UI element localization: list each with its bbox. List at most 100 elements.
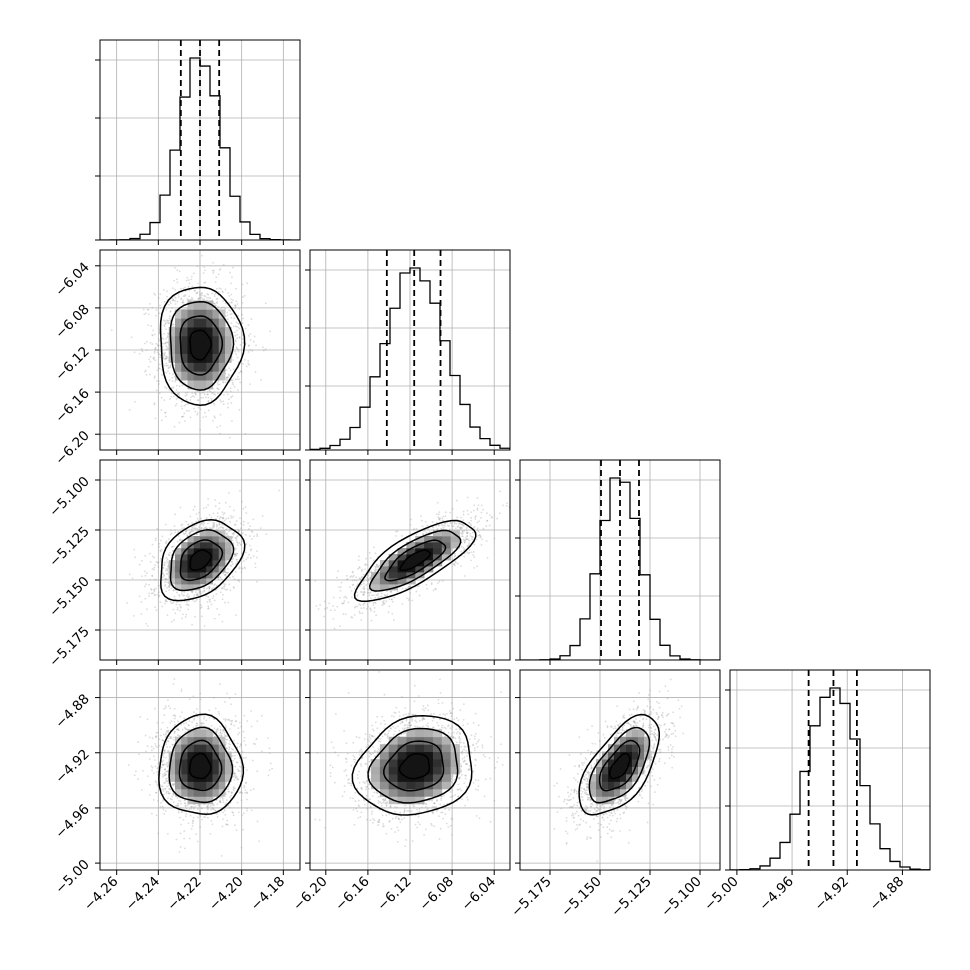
- scatter-point: [235, 761, 238, 764]
- scatter-point: [183, 799, 186, 802]
- scatter-point: [425, 803, 428, 806]
- scatter-point: [191, 285, 194, 288]
- scatter-point: [261, 750, 263, 753]
- scatter-point: [225, 781, 228, 784]
- scatter-point: [164, 358, 167, 361]
- scatter-panel-3-1: [305, 669, 511, 875]
- scatter-point: [421, 519, 423, 522]
- scatter-point: [451, 524, 453, 527]
- scatter-point: [397, 584, 400, 586]
- scatter-point: [333, 609, 336, 612]
- scatter-point: [184, 530, 187, 533]
- scatter-point: [194, 528, 197, 530]
- scatter-point: [241, 792, 244, 794]
- scatter-point: [364, 763, 367, 766]
- scatter-point: [356, 787, 359, 790]
- scatter-point: [225, 534, 228, 536]
- scatter-point: [351, 797, 354, 800]
- scatter-point: [383, 719, 386, 722]
- scatter-point: [478, 817, 481, 820]
- scatter-point: [237, 778, 240, 781]
- density-cell: [200, 759, 207, 767]
- scatter-point: [214, 499, 216, 501]
- scatter-point: [458, 777, 461, 780]
- scatter-point: [240, 567, 243, 570]
- scatter-point: [190, 297, 193, 299]
- scatter-point: [385, 805, 388, 807]
- scatter-point: [238, 335, 241, 338]
- scatter-point: [405, 718, 408, 720]
- scatter-point: [367, 738, 369, 741]
- scatter-point: [180, 690, 183, 693]
- scatter-point: [172, 714, 175, 717]
- scatter-point: [466, 532, 468, 535]
- scatter-point: [181, 523, 184, 526]
- scatter-point: [213, 697, 215, 699]
- scatter-point: [238, 578, 240, 581]
- scatter-point: [383, 693, 386, 696]
- scatter-point: [164, 585, 166, 587]
- scatter-point: [196, 840, 199, 843]
- scatter-point: [223, 731, 226, 734]
- scatter-point: [218, 383, 221, 386]
- scatter-point: [226, 532, 229, 535]
- scatter-point: [156, 349, 159, 352]
- scatter-point: [216, 387, 219, 390]
- density-cell: [432, 530, 443, 537]
- scatter-point: [366, 576, 369, 579]
- density-cell: [424, 744, 434, 753]
- scatter-point: [245, 365, 248, 368]
- scatter-point: [202, 416, 205, 419]
- scatter-point: [410, 724, 413, 727]
- scatter-point: [368, 775, 371, 778]
- scatter-point: [355, 591, 358, 594]
- scatter-point: [422, 717, 425, 720]
- scatter-point: [391, 612, 394, 615]
- scatter-point: [226, 314, 229, 317]
- scatter-point: [418, 807, 421, 810]
- scatter-point: [464, 538, 467, 541]
- scatter-point: [232, 575, 234, 578]
- scatter-point: [208, 599, 211, 601]
- scatter-point: [491, 515, 493, 518]
- scatter-point: [365, 780, 368, 783]
- scatter-point: [390, 714, 393, 717]
- scatter-point: [218, 287, 221, 290]
- density-cell: [200, 766, 207, 775]
- scatter-point: [413, 700, 416, 703]
- scatter-point: [473, 543, 476, 546]
- scatter-point: [213, 293, 216, 296]
- scatter-point: [376, 792, 379, 794]
- scatter-point: [245, 512, 248, 514]
- scatter-point: [369, 557, 372, 559]
- scatter-point: [469, 532, 472, 535]
- scatter-point: [157, 344, 160, 347]
- histogram-step: [310, 267, 510, 450]
- scatter-point: [461, 530, 464, 533]
- scatter-point: [246, 792, 248, 795]
- scatter-point: [158, 363, 161, 366]
- density-cell: [181, 736, 188, 745]
- scatter-point: [172, 601, 175, 603]
- scatter-point: [331, 766, 334, 769]
- scatter-point: [224, 573, 227, 576]
- scatter-point: [404, 707, 407, 710]
- scatter-point: [465, 529, 468, 532]
- scatter-point: [167, 782, 170, 785]
- scatter-point: [219, 796, 222, 799]
- scatter-point: [178, 594, 180, 596]
- scatter-point: [457, 783, 460, 786]
- scatter-point: [162, 572, 164, 575]
- scatter-point: [196, 715, 199, 718]
- scatter-point: [238, 542, 241, 545]
- scatter-point: [242, 317, 244, 320]
- scatter-point: [368, 552, 371, 554]
- density-cell: [371, 584, 381, 591]
- scatter-point: [359, 612, 361, 615]
- scatter-point: [481, 746, 484, 749]
- scatter-point: [314, 818, 317, 821]
- scatter-point: [415, 721, 418, 723]
- scatter-point: [224, 725, 227, 727]
- scatter-clip: [314, 490, 510, 630]
- density-cell: [212, 781, 220, 790]
